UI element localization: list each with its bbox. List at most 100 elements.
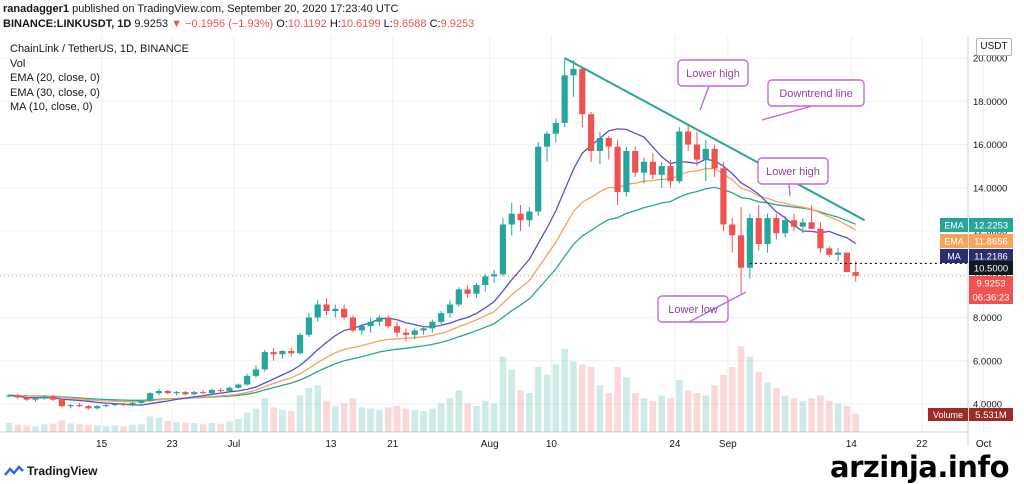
- last-price: 9.9253: [134, 18, 169, 30]
- candle-body: [58, 399, 66, 407]
- candle-body: [702, 148, 709, 160]
- volume-bar: [279, 409, 286, 432]
- downtrend-line[interactable]: [564, 57, 866, 222]
- watermark-text: arzinja.info: [830, 450, 1010, 484]
- candle-body: [799, 222, 806, 227]
- candle-body: [76, 405, 83, 407]
- candle-body: [543, 133, 551, 147]
- candle-body: [455, 289, 462, 305]
- callout-lower-high-1-box[interactable]: [677, 59, 749, 87]
- candle-body: [385, 317, 392, 327]
- volume-bar: [455, 390, 463, 432]
- close-label: C:: [429, 18, 441, 30]
- candle-body: [632, 150, 639, 173]
- legend-ma10[interactable]: MA (10, close, 0): [10, 101, 93, 113]
- currency-button[interactable]: USDT: [976, 38, 1012, 56]
- volume-bar: [252, 408, 260, 432]
- volume-bar: [323, 400, 330, 432]
- volume-bar: [552, 364, 560, 432]
- volume-bar: [261, 398, 269, 432]
- candle-body: [764, 218, 771, 244]
- volume-bar: [623, 377, 630, 432]
- candle-body: [446, 304, 454, 314]
- volume-bar: [737, 346, 745, 432]
- volume-bar: [596, 385, 604, 432]
- volume-bar: [164, 421, 172, 432]
- volume-bar: [32, 426, 39, 432]
- x-tick-label: 23: [167, 439, 179, 450]
- candle-body: [508, 213, 515, 225]
- candle-body: [491, 274, 498, 277]
- candle-body: [138, 400, 145, 403]
- volume-bar: [640, 398, 648, 432]
- price-chart[interactable]: Lower high Downtrend line Lower high Lower …: [0, 36, 1024, 460]
- candle-body: [244, 375, 251, 385]
- candle-body: [147, 393, 154, 401]
- open-value: 10.1192: [287, 18, 327, 30]
- ema30-price-value: 11.8656: [974, 237, 1008, 248]
- volume-bar: [570, 361, 577, 432]
- volume-bar: [534, 367, 542, 432]
- candle-body: [579, 68, 586, 115]
- volume-bar: [226, 421, 233, 432]
- candle-body: [737, 235, 745, 268]
- candle-body: [102, 405, 110, 407]
- volume-bar: [173, 422, 180, 432]
- candle-body: [570, 68, 577, 76]
- volume-bar: [332, 406, 339, 432]
- tradingview-icon: [4, 464, 24, 478]
- candle-body: [50, 396, 57, 400]
- volume-bar: [85, 424, 92, 432]
- x-tick-label: Jul: [228, 439, 241, 450]
- y-tick-label: 16.0000: [973, 140, 1007, 151]
- ma10-price-badge: [969, 249, 1013, 263]
- volume-bar: [411, 409, 419, 432]
- volume-bar: [367, 408, 374, 432]
- callout-lower-high-1-pointer: [699, 85, 710, 111]
- candle-body: [402, 332, 409, 335]
- candle-body: [843, 252, 850, 273]
- volume-bar: [702, 395, 710, 432]
- candle-body: [588, 114, 595, 151]
- volume-bar: [217, 423, 224, 432]
- countdown-badge: [969, 290, 1013, 304]
- volume-bar: [631, 393, 639, 432]
- volume-bar: [517, 390, 524, 432]
- candle-body: [711, 148, 718, 169]
- callout-lower-low-pointer: [688, 291, 747, 323]
- legend-ema20[interactable]: EMA (20, close, 0): [10, 72, 100, 84]
- candle-body: [685, 131, 692, 145]
- candle-body: [720, 168, 727, 225]
- candle-body: [261, 352, 268, 370]
- volume-bar: [464, 403, 471, 432]
- high-value: 10.6199: [340, 18, 381, 30]
- candle-body: [552, 122, 559, 134]
- legend-ema30[interactable]: EMA (30, close, 0): [10, 86, 100, 99]
- volume-bar: [728, 367, 736, 432]
- callout-lower-high-2-pointer: [788, 183, 791, 197]
- candle-body: [208, 389, 215, 394]
- countdown-value: 06:36:23: [973, 293, 1010, 304]
- y-tick-label: 8.0000: [973, 313, 1002, 324]
- candle-body: [773, 218, 780, 234]
- x-tick-label: 10: [546, 439, 558, 450]
- candle-body: [173, 392, 180, 394]
- volume-bar: [825, 400, 833, 432]
- tradingview-logo[interactable]: TradingView: [4, 464, 97, 478]
- candle-body: [349, 317, 357, 331]
- volume-bar: [120, 426, 127, 432]
- legend-vol[interactable]: Vol: [10, 57, 26, 70]
- volume-bar: [420, 411, 427, 432]
- callout-downtrend-box[interactable]: [767, 79, 865, 107]
- author-name[interactable]: ranadagger1: [3, 3, 70, 15]
- callout-lower-high-1-label: Lower high: [686, 68, 740, 80]
- volume-bar: [305, 387, 313, 432]
- volume-bar: [199, 424, 207, 432]
- volume-bar: [711, 385, 718, 432]
- callout-lower-high-2-box[interactable]: [757, 157, 829, 185]
- x-tick-label: 14: [846, 439, 858, 450]
- volume-bar: [76, 424, 83, 432]
- support-price-value: 10.5000: [974, 264, 1008, 275]
- callout-lower-low-box[interactable]: [657, 295, 729, 323]
- volume-bar: [526, 393, 533, 432]
